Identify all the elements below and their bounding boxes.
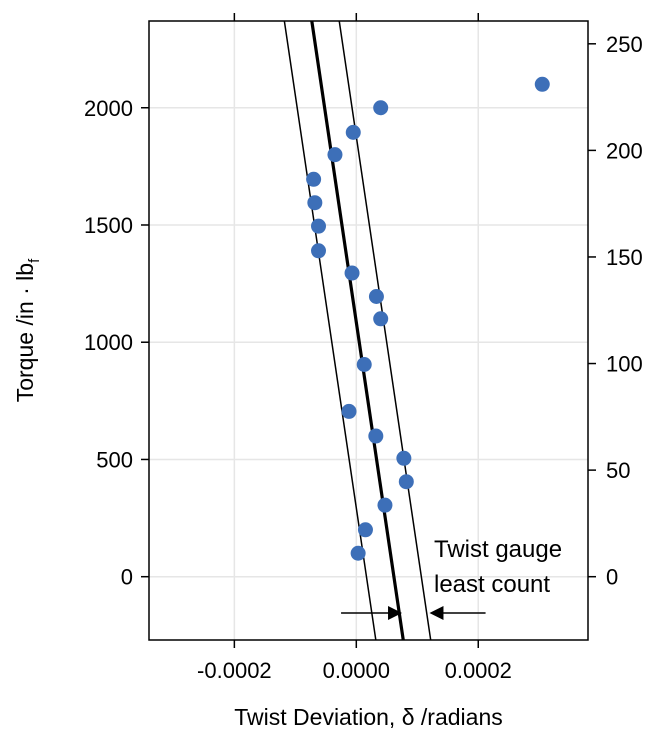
annotation-text-line: Twist gauge [434,536,562,563]
y-tick-label: 0 [121,565,133,590]
right-y-tick-label: 0 [606,565,618,590]
data-point [311,243,327,259]
data-point [356,356,372,372]
y-tick-label: 1500 [84,213,133,238]
data-point [327,147,343,163]
right-y-tick-label: 200 [606,138,643,163]
data-point [311,218,327,234]
confidence-band-line [338,20,432,641]
data-point [377,497,393,513]
least-count-annotation: Twist gauge least count [341,536,562,621]
left-arrow-head [388,606,403,621]
data-point [350,545,366,561]
plot-frame [148,20,589,641]
y-tick-label: 500 [96,447,133,472]
data-point [307,195,323,211]
fit-lines [283,20,432,641]
y-tick-label: 2000 [84,96,133,121]
data-point [345,124,361,140]
fit-line [310,20,405,641]
y-tick-label: 1000 [84,330,133,355]
annotation-text-line: least count [434,571,550,598]
data-point [368,289,384,305]
y-axis-label-main: Torque /in · lb [12,263,38,402]
data-point [357,522,373,538]
axes: -0.0002 0.0000 0.0002 0 500 1000 1500 2000 0 50 10… [84,13,643,683]
grid-lines [149,21,588,640]
data-point [534,76,550,92]
right-y-tick-label: 150 [606,245,643,270]
right-arrow-head [429,606,444,621]
right-y-tick-label: 50 [606,458,630,483]
data-point [368,428,384,444]
data-point [344,265,360,281]
right-y-tick-label: 250 [606,32,643,57]
data-point [373,311,389,327]
right-y-tick-label: 100 [606,352,643,377]
x-tick-label: 0.0000 [323,658,390,683]
data-point [306,171,322,187]
x-axis-label: Twist Deviation, δ /radians [234,704,502,729]
x-tick-label: -0.0002 [197,658,272,683]
x-tick-label: 0.0002 [445,658,512,683]
data-point [341,403,357,419]
data-points [306,76,550,561]
confidence-band-line [283,20,377,641]
y-axis-label-subscript: f [26,258,43,263]
y-axis-label: Torque /in · lbf [12,258,43,402]
data-point [396,450,412,466]
data-point [398,474,414,490]
data-point [373,100,389,116]
